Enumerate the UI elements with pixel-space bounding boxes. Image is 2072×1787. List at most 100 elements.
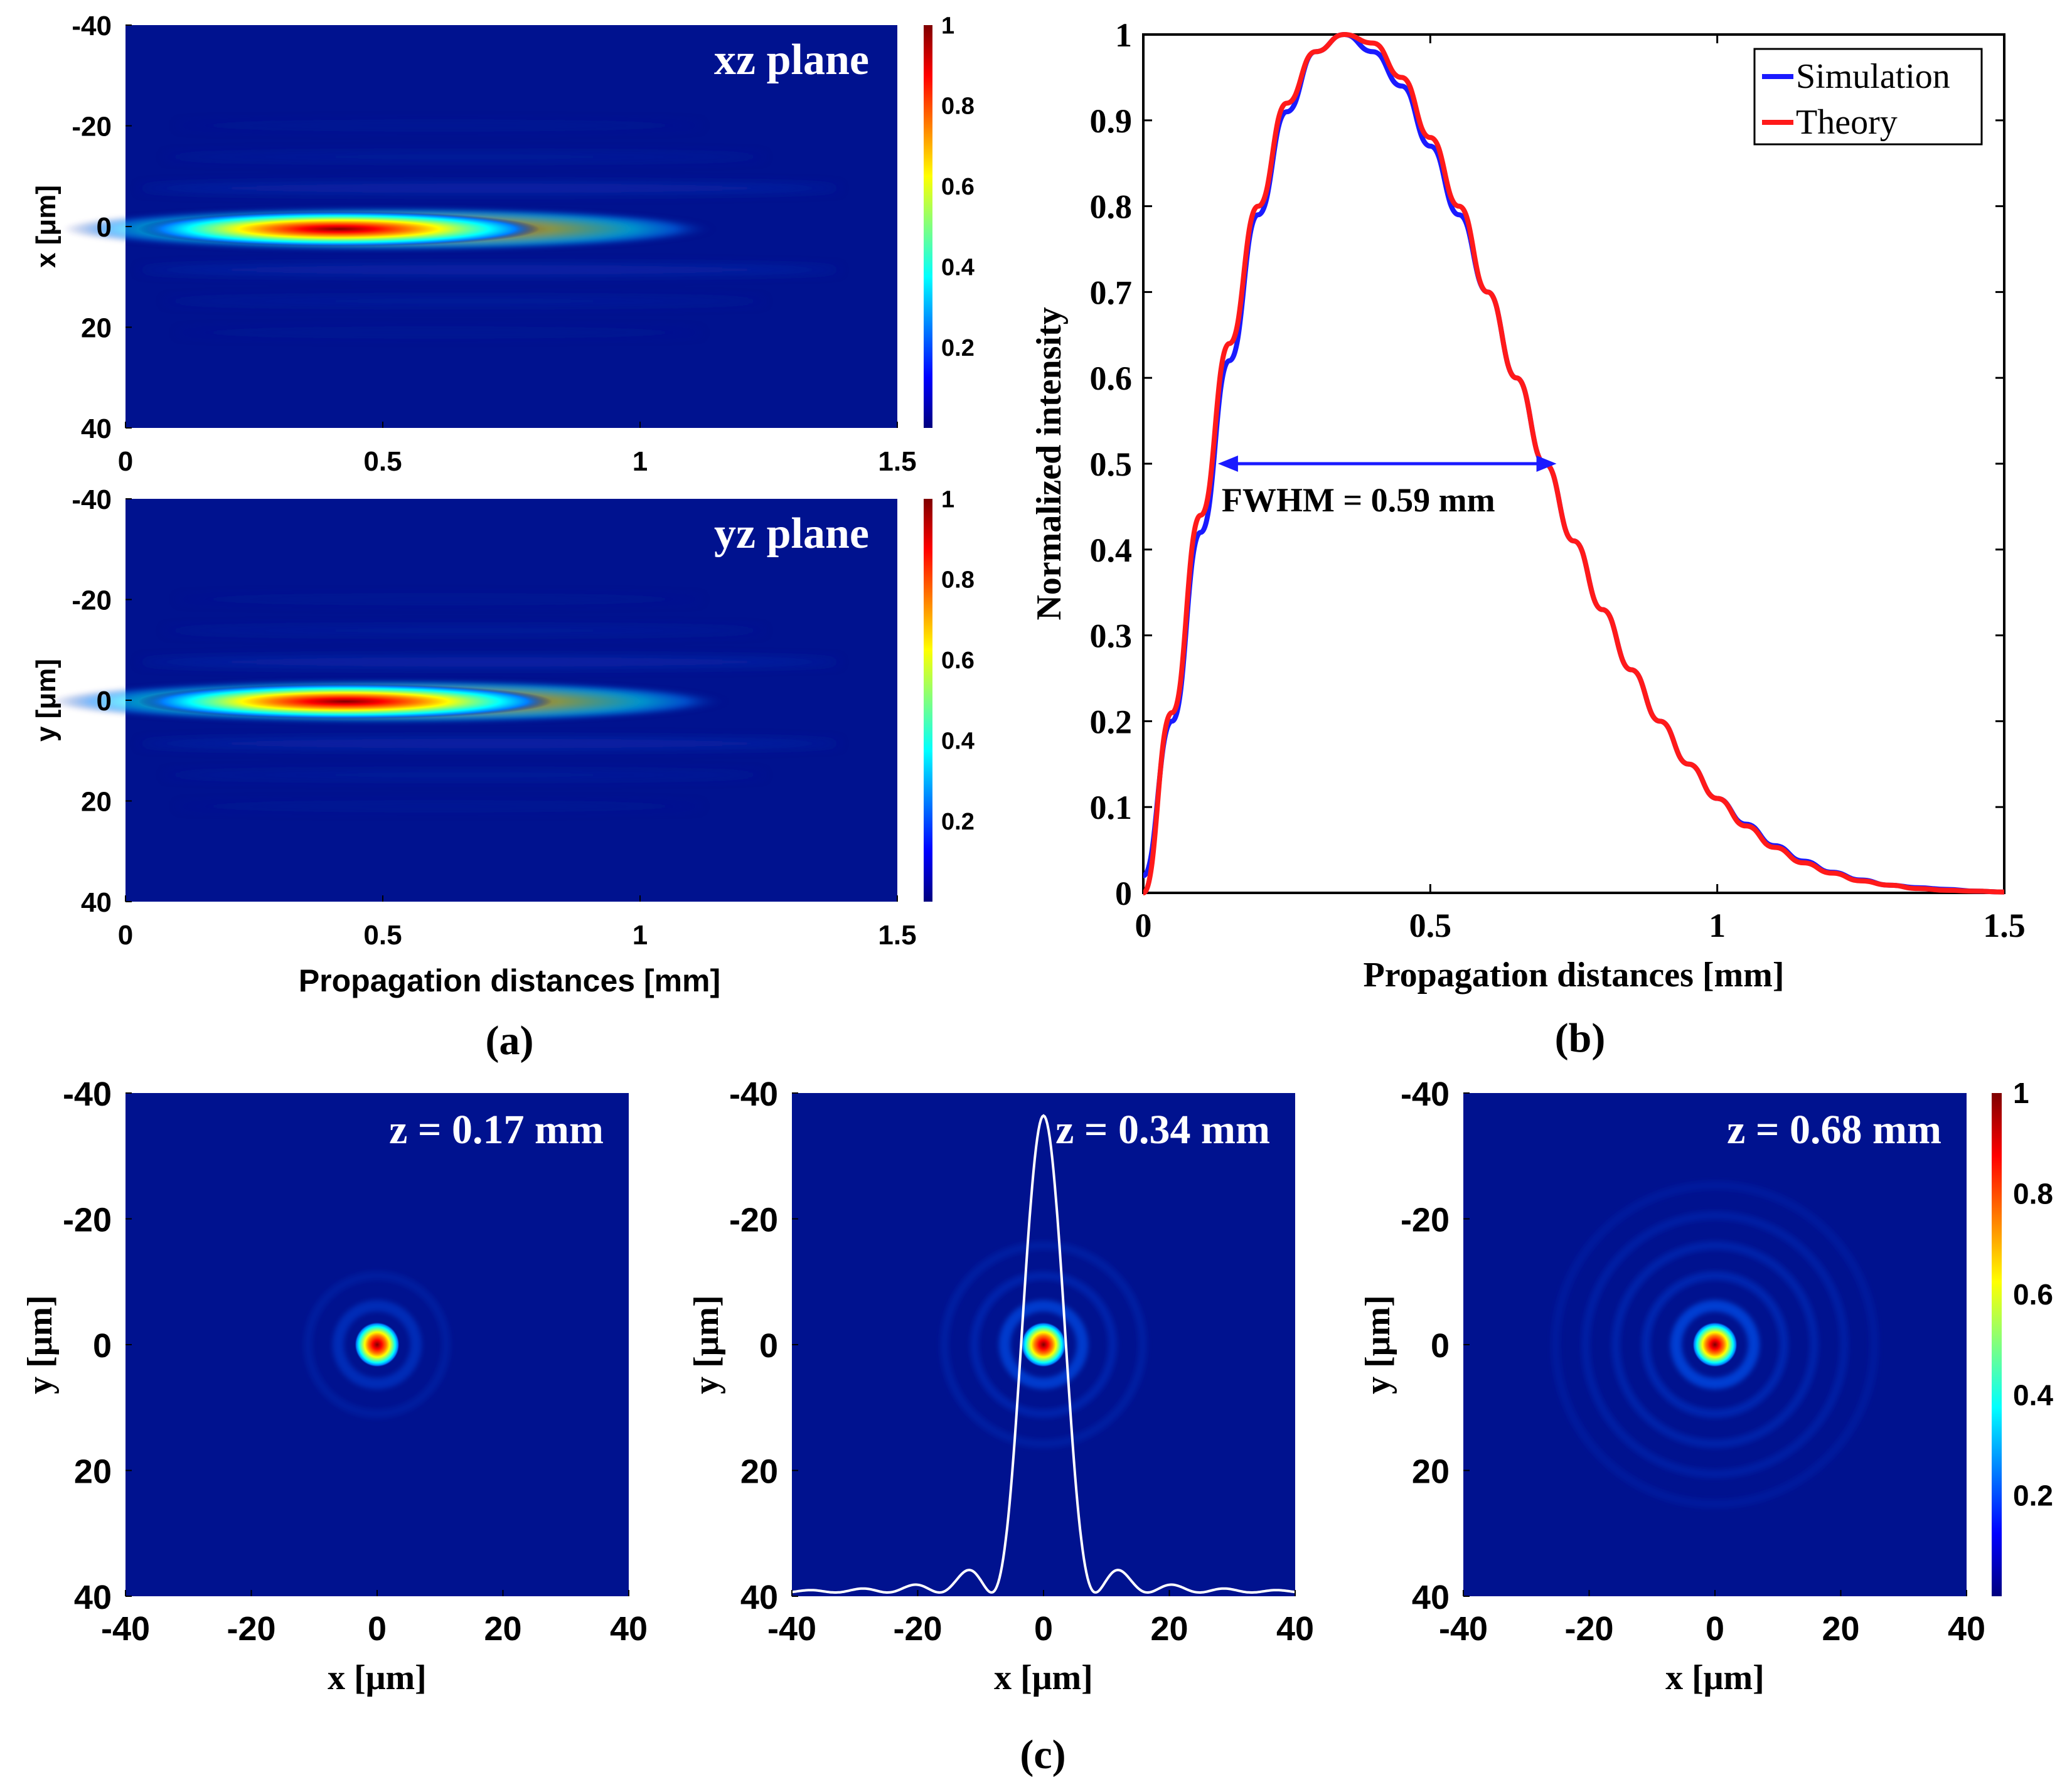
xz-xticks: 0 0.5 1 1.5 (118, 422, 917, 477)
colorbar-tick-label: 0.4 (941, 255, 975, 281)
panel-c-xlabel: x [μm] (328, 1658, 427, 1697)
yz-ytick-label: -20 (72, 585, 112, 616)
xtick-label: -20 (893, 1610, 942, 1648)
xz-yticks: -40 -20 0 20 40 (72, 11, 132, 444)
xz-lobe (138, 183, 841, 193)
ytick-label: -20 (63, 1202, 112, 1239)
transverse-map-rings (940, 1241, 1147, 1448)
ytick-label: 20 (1412, 1453, 1450, 1491)
colorbar-tick-label: 0.8 (941, 93, 975, 120)
legend-theory-label: Theory (1796, 103, 1898, 142)
xtick-label: 20 (1150, 1610, 1188, 1648)
yz-lobe (176, 596, 703, 602)
diffraction-ring (1642, 1271, 1788, 1418)
xtick-label: -40 (767, 1610, 816, 1648)
colorbar-tick-label: 0.2 (941, 335, 975, 361)
chart-b-ytick-label: 0.1 (1090, 789, 1133, 826)
ytick-label: 0 (1431, 1327, 1450, 1365)
diffraction-ring (333, 1300, 422, 1389)
diffraction-ring (304, 1271, 451, 1418)
panel-c-map-3: z = 0.68 mm -40 -40 -20 -20 0 0 20 20 40 40 x [μm] y… (1359, 1075, 1985, 1697)
panel-a-xz: xz plane -40 -20 0 20 40 0 0.5 1 1.5 x [μm] (31, 11, 917, 477)
colorbar-tick-label: 1 (941, 486, 954, 513)
panel-c-ylabel: y [μm] (21, 1295, 60, 1394)
yz-lobe (138, 739, 841, 749)
colorbar-tick-label: 0.8 (941, 567, 975, 594)
chart-b-legend: Simulation Theory (1753, 48, 1983, 146)
xz-ytick-label: 40 (81, 413, 112, 444)
diffraction-ring (1581, 1211, 1849, 1478)
yz-xticks: 0 0.5 1 1.5 (118, 895, 917, 951)
central-spot (1021, 1322, 1066, 1367)
diffraction-ring (970, 1271, 1117, 1418)
xz-xtick-label: 1 (633, 446, 648, 477)
ytick-label: -20 (729, 1202, 778, 1239)
yz-lobe (163, 627, 766, 634)
panel-c-ylabel: y [μm] (687, 1295, 726, 1394)
colorbar-tick-label: 0.8 (2013, 1178, 2053, 1210)
xtick-label: -40 (101, 1610, 150, 1648)
xz-beam (138, 211, 540, 247)
panel-c-xlabel: x [μm] (994, 1658, 1093, 1697)
xtick-label: 20 (1822, 1610, 1859, 1648)
colorbar-tick-label: 0.4 (2013, 1379, 2053, 1411)
yz-beam (138, 684, 552, 719)
ytick-label: 40 (74, 1579, 112, 1616)
xz-ylabel: x [μm] (31, 185, 61, 268)
yz-ytick-label: 0 (97, 686, 112, 717)
chart-b-xtick-label: 0.5 (1409, 907, 1452, 944)
chart-b-series (1141, 32, 2005, 895)
yz-ytick-label: 40 (81, 887, 112, 918)
ytick-label: 0 (759, 1327, 778, 1365)
panel-c-map-2: z = 0.34 mm -40 -40 -20 -20 0 0 20 20 40 40 x [μm] y… (687, 1075, 1314, 1697)
chart-b-ytick-label: 1 (1115, 16, 1132, 54)
panel-c-colorbar-ticks: 1 0.8 0.6 0.4 0.2 (2013, 1077, 2053, 1512)
yz-colorbar-ticks: 1 0.8 0.6 0.4 0.2 (941, 486, 975, 835)
yz-xtick-label: 0.5 (363, 920, 402, 951)
z-position-label: z = 0.34 mm (1055, 1107, 1270, 1153)
colorbar-tick-label: 0.2 (2013, 1480, 2053, 1512)
yz-xtick-label: 1 (633, 920, 648, 951)
central-spot (1692, 1322, 1738, 1367)
xtick-label: -40 (1439, 1610, 1488, 1648)
fwhm-annotation: FWHM = 0.59 mm (1217, 456, 1557, 519)
ytick-label: -40 (729, 1075, 778, 1113)
central-spot (355, 1322, 400, 1367)
xtick-label: 0 (1034, 1610, 1053, 1648)
chart-b-ytick-label: 0.9 (1090, 102, 1133, 140)
ytick-label: -40 (1401, 1075, 1450, 1113)
diffraction-ring (1611, 1241, 1818, 1448)
ytick-label: 20 (740, 1453, 778, 1491)
z-position-label: z = 0.17 mm (389, 1107, 604, 1153)
yz-side-lobes (138, 596, 841, 809)
xtick-label: 0 (368, 1610, 387, 1648)
panel-c-colorbar (1992, 1093, 2002, 1596)
xz-ytick-label: 0 (97, 212, 112, 243)
fwhm-label: FWHM = 0.59 mm (1222, 481, 1495, 519)
xz-side-lobes (138, 122, 841, 336)
yz-xtick-label: 0 (118, 920, 133, 951)
panel-c: z = 0.17 mm -40 -40 -20 -20 0 0 20 20 40 40 x [μm] y… (21, 1075, 1985, 1697)
yz-lobe (138, 657, 841, 667)
yz-plane-label: yz plane (714, 509, 869, 558)
diffraction-ring (940, 1241, 1147, 1448)
transverse-map-rings (304, 1271, 451, 1418)
colorbar-tick-label: 1 (941, 13, 954, 39)
xtick-label: -20 (1564, 1610, 1613, 1648)
panel-a-xlabel: Propagation distances [mm] (299, 963, 720, 998)
xz-colorbar (924, 25, 932, 428)
yz-xtick-label: 1.5 (878, 920, 916, 951)
yz-colorbar (924, 499, 932, 902)
chart-b-ytick-label: 0.7 (1090, 274, 1133, 311)
ytick-label: -20 (1401, 1202, 1450, 1239)
colorbar-tick-label: 0.6 (941, 174, 975, 200)
chart-b-ytick-label: 0.5 (1090, 445, 1133, 483)
fwhm-arrow-head-right (1536, 456, 1557, 472)
panel-a-colorbars: 1 0.8 0.6 0.4 0.2 1 0.8 0.6 0.4 0.2 (924, 13, 975, 902)
yz-lobe (163, 771, 766, 779)
xz-ytick-label: -20 (72, 112, 112, 142)
xz-ytick-label: 20 (81, 313, 112, 344)
xtick-label: 40 (1948, 1610, 1985, 1648)
colorbar-tick-label: 0.6 (941, 648, 975, 674)
